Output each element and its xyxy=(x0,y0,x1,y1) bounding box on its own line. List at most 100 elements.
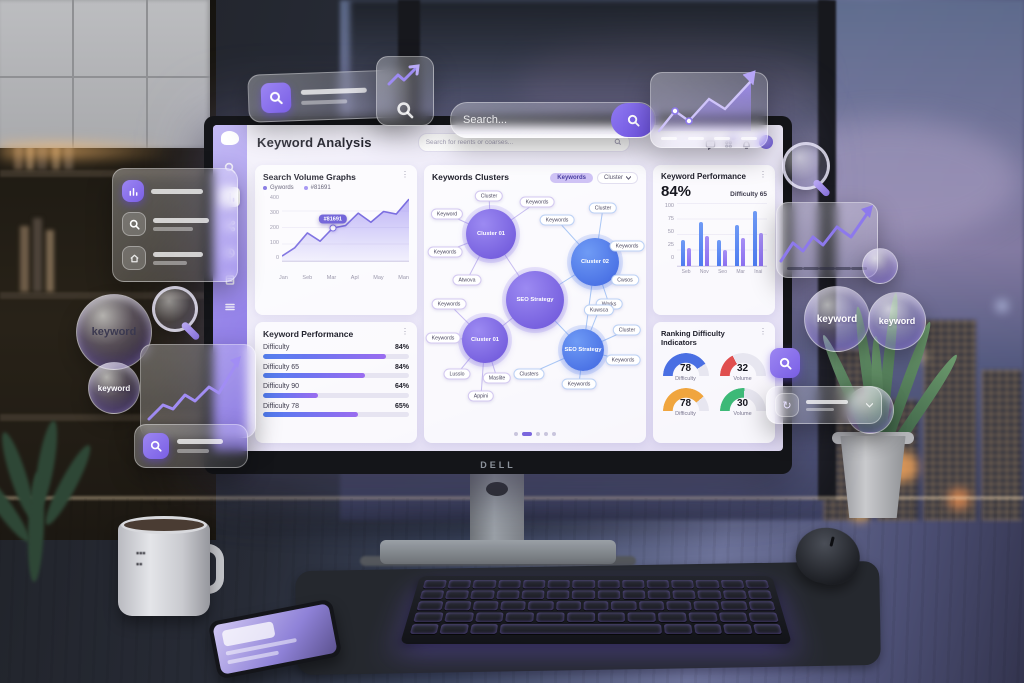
pagination-dot[interactable] xyxy=(544,432,548,436)
floating-search-chip[interactable] xyxy=(134,424,248,468)
key xyxy=(547,579,571,589)
cluster-keyword-pill[interactable]: Keywords xyxy=(427,246,463,258)
cluster-hub[interactable]: Cluster 01 xyxy=(466,209,516,259)
floating-trend-chart-card[interactable] xyxy=(776,202,878,278)
kebab-menu-icon[interactable]: ⋮ xyxy=(759,327,767,336)
key xyxy=(621,579,645,589)
difficulty-value: 84% xyxy=(394,344,409,351)
legend-label: Gywords xyxy=(270,185,294,191)
key xyxy=(536,612,565,622)
bar-chart: 100 75 50 25 0 Seb Nov Seo Mar Inai xyxy=(661,203,767,275)
cluster-keyword-pill[interactable]: Cluster xyxy=(474,190,504,202)
floating-menu-card[interactable] xyxy=(112,168,238,282)
chevron-down-icon xyxy=(626,176,631,180)
monitor-brand-logo: DELL xyxy=(480,460,516,470)
cluster-keyword-pill[interactable]: Keyword xyxy=(430,208,464,220)
cluster-hub[interactable]: Cluster 01 xyxy=(462,317,508,363)
key xyxy=(688,612,718,622)
floating-search-bar[interactable]: Search... xyxy=(450,102,656,138)
search-icon xyxy=(627,114,640,127)
floating-search-placeholder: Search... xyxy=(463,114,508,126)
floating-area-chart-card[interactable] xyxy=(650,70,768,148)
key xyxy=(499,624,663,634)
: Difficulty 65 84% xyxy=(263,364,409,371)
cluster-keyword-pill[interactable]: Lusslo xyxy=(443,368,471,380)
cluster-keyword-pill[interactable]: Keywords xyxy=(609,240,645,252)
gauge-arc xyxy=(662,388,709,411)
cluster-hub[interactable]: SEO Strategy xyxy=(562,329,604,371)
cluster-keyword-pill[interactable]: Keywords xyxy=(519,196,555,208)
analytics-icon xyxy=(122,180,144,202)
key xyxy=(597,579,620,589)
key xyxy=(748,601,776,611)
key xyxy=(527,601,554,611)
key xyxy=(722,590,747,600)
cluster-dropdown[interactable]: Cluster xyxy=(596,172,638,184)
kebab-menu-icon[interactable]: ⋮ xyxy=(759,170,767,179)
cluster-keyword-pill[interactable]: Keywords xyxy=(431,298,467,310)
bar-group xyxy=(734,203,746,266)
keyword-bubble: keyword xyxy=(88,362,140,414)
y-tick-label: 25 xyxy=(667,242,674,248)
y-tick-label: 200 xyxy=(269,225,279,231)
cluster-keyword-pill[interactable]: Atwova xyxy=(452,274,482,286)
trend-line-graphic xyxy=(779,205,873,263)
key xyxy=(445,590,470,600)
keyboard-row xyxy=(422,579,770,589)
floating-line-chart-card[interactable] xyxy=(140,344,256,438)
cluster-keyword-pill[interactable]: Maslite xyxy=(482,372,512,384)
cluster-keyword-pill[interactable]: Appini xyxy=(467,390,495,402)
bar xyxy=(698,221,704,266)
key xyxy=(419,590,445,600)
pagination-dots[interactable] xyxy=(432,428,638,436)
gauge-label: Volume xyxy=(733,411,752,417)
key xyxy=(413,612,444,622)
cluster-keyword-pill[interactable]: Cwsos xyxy=(611,274,639,286)
cluster-keyword-pill[interactable]: Keywords xyxy=(425,332,461,344)
floating-settings-chip[interactable]: ↻ xyxy=(766,386,882,424)
key xyxy=(472,579,497,589)
cluster-keyword-pill[interactable]: Keywords xyxy=(605,354,641,366)
cluster-hub[interactable]: SEO Strategy xyxy=(506,271,564,329)
cluster-keyword-pill[interactable]: Cluster xyxy=(612,324,642,336)
search-button[interactable] xyxy=(611,103,655,137)
keywords-filter-button[interactable]: Keywords xyxy=(550,173,593,183)
pagination-dot[interactable] xyxy=(536,432,540,436)
cluster-keyword-pill[interactable]: Clusters xyxy=(513,368,545,380)
kebab-menu-icon[interactable]: ⋮ xyxy=(401,170,409,179)
key xyxy=(664,624,693,634)
coffee-mug: ▪▪▪ ▪▪ xyxy=(118,514,224,616)
key xyxy=(647,590,671,600)
y-tick-label: 100 xyxy=(269,240,279,246)
monitor-base xyxy=(380,540,616,564)
key xyxy=(469,624,499,634)
performance-row: Difficulty 78 65% xyxy=(263,403,409,417)
key xyxy=(444,601,472,611)
floating-search-button[interactable] xyxy=(770,348,800,378)
card-title: Ranking Difficulty Indicators xyxy=(661,329,725,347)
cluster-keyword-pill[interactable]: Cluster xyxy=(588,202,618,214)
floating-mini-chart-card[interactable] xyxy=(376,56,434,126)
cluster-keyword-pill[interactable]: Kuwsca xyxy=(583,304,615,316)
bar xyxy=(722,249,728,266)
key xyxy=(747,590,773,600)
key xyxy=(723,624,753,634)
key xyxy=(470,590,495,600)
key xyxy=(693,601,720,611)
floating-search-chip[interactable] xyxy=(247,69,409,123)
key xyxy=(546,590,570,600)
sidebar-grid-icon[interactable] xyxy=(222,299,238,315)
cluster-keyword-pill[interactable]: Keywords xyxy=(561,378,597,390)
pagination-dot[interactable] xyxy=(514,432,518,436)
key xyxy=(572,579,595,589)
key xyxy=(500,601,527,611)
search-icon xyxy=(779,357,792,370)
dashboard-search-placeholder: Search for reents or coarses... xyxy=(425,138,514,146)
cluster-keyword-pill[interactable]: Keywords xyxy=(539,214,575,226)
gauge: 30Volume xyxy=(719,388,766,417)
pagination-dot[interactable] xyxy=(552,432,556,436)
key xyxy=(422,579,448,589)
pagination-dot[interactable] xyxy=(522,432,532,436)
bar xyxy=(734,225,740,266)
kebab-menu-icon[interactable]: ⋮ xyxy=(401,327,409,336)
